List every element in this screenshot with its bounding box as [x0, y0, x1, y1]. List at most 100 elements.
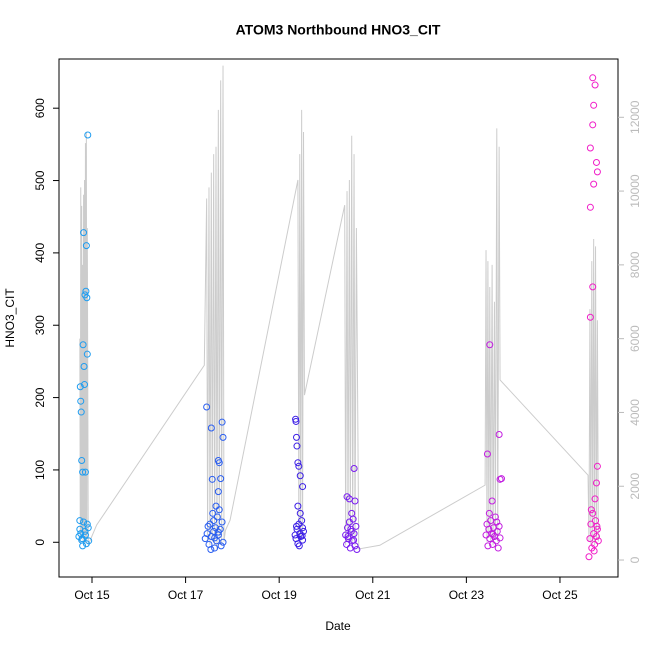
chart-title: ATOM3 Northbound HNO3_CIT [236, 22, 441, 38]
x-axis-label: Date [325, 619, 351, 633]
data-point [591, 81, 599, 89]
y2-tick-label: 8000 [628, 251, 642, 278]
data-point [589, 283, 597, 291]
data-point [485, 509, 493, 517]
data-point [81, 531, 89, 539]
data-point [586, 203, 594, 211]
data-point [594, 537, 602, 545]
data-point [589, 121, 597, 129]
data-point [593, 525, 601, 533]
data-point [211, 544, 219, 552]
y-tick-label: 100 [33, 460, 47, 480]
data-point [218, 518, 226, 526]
data-point [82, 287, 90, 295]
data-point [295, 542, 303, 550]
y-axis-label: HNO3_CIT [3, 288, 17, 348]
data-point [585, 553, 593, 561]
y2-tick-label: 2000 [628, 473, 642, 500]
data-point [495, 430, 503, 438]
x-tick-label: Oct 19 [262, 588, 298, 602]
data-point [351, 497, 359, 505]
data-point [349, 515, 357, 523]
data-point [586, 535, 594, 543]
data-point [292, 417, 300, 425]
data-point [78, 536, 86, 544]
data-point [347, 525, 355, 533]
y-tick-label: 0 [33, 539, 47, 546]
data-point [592, 479, 600, 487]
data-point [589, 509, 597, 517]
y2-tick-label: 4000 [628, 399, 642, 426]
data-point [590, 180, 598, 188]
data-point [592, 532, 600, 540]
data-point [207, 546, 215, 554]
data-point [343, 493, 351, 501]
data-point [586, 313, 594, 321]
data-point [592, 158, 600, 166]
data-point [586, 144, 594, 152]
data-point [293, 442, 301, 450]
data-point [210, 517, 218, 525]
data-point [491, 513, 499, 521]
data-point [218, 418, 226, 426]
data-point [217, 542, 225, 550]
x-tick-label: Oct 15 [74, 588, 110, 602]
data-point [483, 450, 491, 458]
data-point [80, 518, 88, 526]
data-point [77, 408, 85, 416]
data-point [352, 522, 360, 530]
data-point [219, 538, 227, 546]
data-point [77, 530, 85, 538]
data-point [77, 397, 85, 405]
data-point [84, 131, 92, 139]
data-point [207, 424, 215, 432]
data-point [80, 229, 88, 237]
data-point [591, 495, 599, 503]
data-point [214, 528, 222, 536]
data-point [83, 294, 91, 302]
data-point [213, 513, 221, 521]
data-point [292, 433, 300, 441]
data-point [78, 457, 86, 465]
data-point [484, 542, 492, 550]
data-point [76, 525, 84, 533]
x-tick-label: Oct 25 [542, 588, 578, 602]
data-point [203, 403, 211, 411]
data-point [214, 488, 222, 496]
data-point [79, 341, 87, 349]
data-point [350, 464, 358, 472]
x-tick-label: Oct 17 [168, 588, 204, 602]
data-point [299, 483, 307, 491]
y-tick-label: 600 [33, 98, 47, 118]
data-point [83, 520, 91, 528]
data-point [82, 242, 90, 250]
data-point [83, 350, 91, 358]
x-tick-label: Oct 23 [449, 588, 485, 602]
data-point [296, 530, 304, 538]
data-point [488, 497, 496, 505]
data-point [590, 101, 598, 109]
data-point [76, 517, 84, 525]
data-point [209, 509, 217, 517]
data-point [80, 362, 88, 370]
data-point [295, 462, 303, 470]
data-point [587, 520, 595, 528]
y2-tick-label: 0 [628, 556, 642, 563]
y2-tick-label: 10000 [628, 174, 642, 208]
data-point [81, 381, 89, 389]
data-point [211, 534, 219, 542]
y-tick-label: 500 [33, 170, 47, 190]
data-point [489, 540, 497, 548]
y-tick-label: 200 [33, 387, 47, 407]
y-tick-label: 400 [33, 243, 47, 263]
data-point [76, 383, 84, 391]
data-point [353, 546, 361, 554]
data-point [294, 502, 302, 510]
data-point [589, 74, 597, 82]
data-point [217, 475, 225, 483]
data-point [219, 433, 227, 441]
data-point [298, 517, 306, 525]
data-point [206, 520, 214, 528]
